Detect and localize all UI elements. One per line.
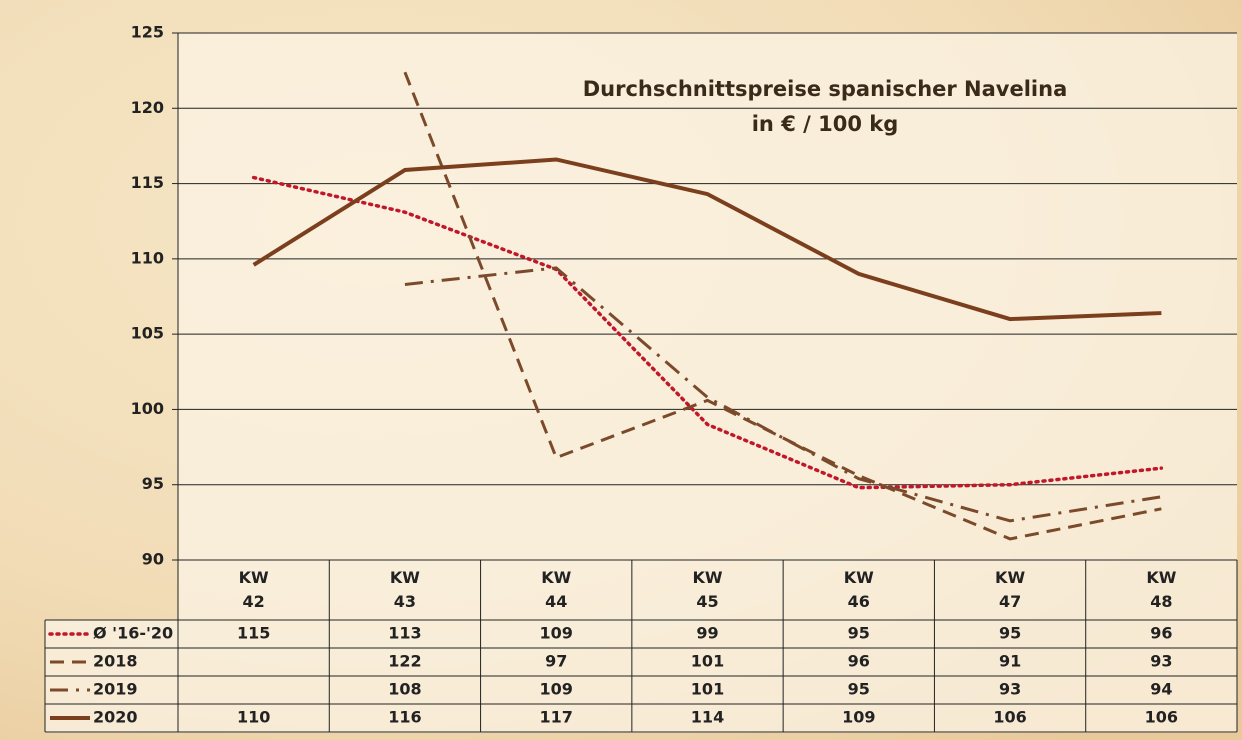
x-tick-label: KW 47: [995, 568, 1025, 611]
legend-label: 2018: [93, 652, 138, 671]
table-value: 96: [848, 652, 870, 671]
table-value: 96: [1150, 624, 1172, 643]
table-value: 95: [848, 624, 870, 643]
x-tick-label: KW 45: [692, 568, 722, 611]
y-tick-label: 120: [131, 98, 164, 117]
x-tick-label: KW 44: [541, 568, 571, 611]
table-value: 106: [993, 708, 1026, 727]
legend-label: Ø '16-'20: [93, 624, 173, 643]
y-tick-label: 110: [131, 248, 164, 267]
table-value: 117: [540, 708, 573, 727]
y-tick-label: 115: [131, 173, 164, 192]
table-value: 95: [848, 680, 870, 699]
x-tick-label: KW 43: [390, 568, 420, 611]
series-line: [404, 266, 1162, 523]
x-tick-label: KW 46: [844, 568, 874, 611]
table-value: 115: [237, 624, 270, 643]
chart-subtitle: in € / 100 kg: [752, 112, 899, 136]
legend-label: 2019: [93, 680, 138, 699]
y-tick-label: 90: [142, 550, 164, 569]
x-tick-label: KW 48: [1146, 568, 1176, 611]
table-value: 109: [540, 680, 573, 699]
y-tick-label: 125: [131, 23, 164, 42]
table-value: 99: [696, 624, 718, 643]
plot-area: [178, 33, 1237, 733]
table-value: 106: [1145, 708, 1178, 727]
table-value: 109: [540, 624, 573, 643]
table-value: 91: [999, 652, 1021, 671]
y-tick-label: 95: [142, 474, 164, 493]
table-value: 95: [999, 624, 1021, 643]
table-value: 122: [388, 652, 421, 671]
y-tick-label: 105: [131, 324, 164, 343]
series-line: [252, 157, 1162, 322]
table-value: 109: [842, 708, 875, 727]
table-value: 108: [388, 680, 421, 699]
chart-title: Durchschnittspreise spanischer Navelina: [583, 77, 1068, 101]
series-line: [251, 175, 1164, 490]
table-value: 93: [1150, 652, 1172, 671]
y-tick-label: 100: [131, 399, 164, 418]
legend-label: 2020: [93, 708, 138, 727]
table-value: 114: [691, 708, 724, 727]
table-value: 93: [999, 680, 1021, 699]
table-value: 94: [1150, 680, 1172, 699]
table-value: 110: [237, 708, 270, 727]
table-value: 113: [388, 624, 421, 643]
table-value: 116: [388, 708, 421, 727]
table-value: 97: [545, 652, 567, 671]
table-value: 101: [691, 652, 724, 671]
x-tick-label: KW 42: [239, 568, 269, 611]
series-line: [403, 71, 1162, 541]
table-value: 101: [691, 680, 724, 699]
